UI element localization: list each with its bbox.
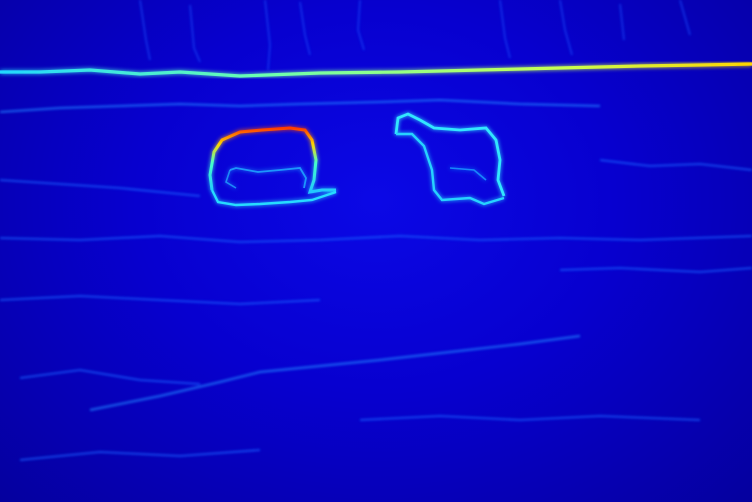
field-edges [0, 159, 752, 461]
animal-outline-left [208, 126, 337, 207]
animal-outline-right [394, 112, 506, 206]
top-vegetation-edges [139, 0, 691, 71]
horizon-line [0, 62, 752, 78]
lower-horizon-line [0, 98, 601, 113]
